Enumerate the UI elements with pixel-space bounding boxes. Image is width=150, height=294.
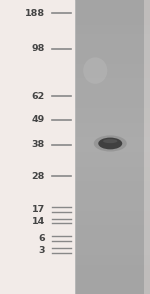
Bar	[75, 176, 150, 181]
Bar	[75, 10, 150, 15]
Bar	[75, 78, 150, 83]
Text: 98: 98	[32, 44, 45, 53]
Bar	[75, 83, 150, 88]
Bar	[75, 162, 150, 167]
Bar	[75, 49, 150, 54]
Bar	[75, 113, 150, 118]
Bar	[75, 225, 150, 230]
Bar	[75, 132, 150, 137]
Bar	[75, 167, 150, 171]
Bar	[75, 157, 150, 162]
Bar	[75, 270, 150, 274]
Bar	[75, 147, 150, 152]
Bar	[75, 59, 150, 64]
Ellipse shape	[94, 136, 127, 152]
Bar	[75, 211, 150, 216]
Bar	[75, 220, 150, 225]
Bar	[75, 206, 150, 211]
Bar	[75, 240, 150, 245]
Bar	[75, 44, 150, 49]
Ellipse shape	[98, 138, 122, 149]
Bar	[75, 118, 150, 123]
Text: 28: 28	[32, 172, 45, 181]
Bar	[75, 274, 150, 279]
Bar	[75, 0, 150, 294]
Ellipse shape	[103, 139, 117, 143]
Bar	[75, 171, 150, 176]
Bar	[75, 24, 150, 29]
Bar	[75, 216, 150, 220]
Bar	[75, 108, 150, 113]
Bar	[75, 186, 150, 191]
Bar	[75, 181, 150, 186]
Bar	[75, 250, 150, 255]
Bar	[75, 284, 150, 289]
Bar	[75, 54, 150, 59]
Bar	[75, 39, 150, 44]
Text: 6: 6	[38, 234, 45, 243]
Bar	[75, 103, 150, 108]
Bar	[75, 5, 150, 10]
Text: 14: 14	[32, 217, 45, 225]
Text: 188: 188	[25, 9, 45, 18]
Bar	[75, 265, 150, 270]
Bar	[75, 260, 150, 265]
Bar	[75, 152, 150, 157]
Bar	[75, 98, 150, 103]
Bar	[75, 64, 150, 69]
Bar	[75, 255, 150, 260]
Bar	[75, 196, 150, 201]
Text: 3: 3	[39, 246, 45, 255]
Bar	[75, 88, 150, 93]
Bar	[75, 29, 150, 34]
Text: 49: 49	[32, 116, 45, 124]
Bar	[75, 20, 150, 24]
Bar	[75, 142, 150, 147]
Text: 38: 38	[32, 140, 45, 149]
Bar	[75, 123, 150, 127]
Bar	[75, 15, 150, 20]
Bar	[144, 0, 150, 294]
Bar	[75, 74, 150, 78]
Bar	[75, 34, 150, 39]
Text: 62: 62	[32, 92, 45, 101]
Bar	[75, 93, 150, 98]
Bar	[75, 289, 150, 294]
Bar	[75, 191, 150, 196]
Bar	[75, 230, 150, 235]
Bar	[75, 69, 150, 74]
Bar	[75, 127, 150, 132]
Bar	[75, 201, 150, 206]
Ellipse shape	[83, 57, 107, 84]
Bar	[75, 0, 150, 5]
Bar	[75, 235, 150, 240]
Bar	[75, 245, 150, 250]
Bar	[75, 279, 150, 284]
Text: 17: 17	[32, 205, 45, 214]
Bar	[75, 137, 150, 142]
